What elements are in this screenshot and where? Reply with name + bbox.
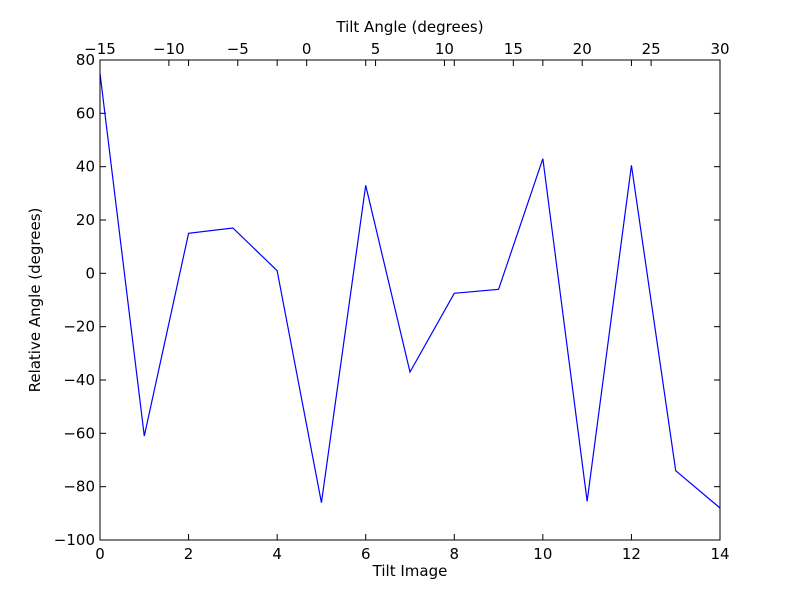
y-tick-label: 60 <box>76 104 95 122</box>
x-tick-label: 6 <box>361 545 371 563</box>
x-tick-label: 2 <box>184 545 194 563</box>
top-x-tick-label: −15 <box>84 40 116 58</box>
x-tick-label: 12 <box>622 545 641 563</box>
y-tick-label: 20 <box>76 211 95 229</box>
top-x-tick-label: 10 <box>435 40 454 58</box>
x-tick-label: 10 <box>533 545 552 563</box>
top-x-tick-label: −10 <box>153 40 185 58</box>
y-axis-title: Relative Angle (degrees) <box>26 208 44 393</box>
x-tick-label: 4 <box>272 545 282 563</box>
y-tick-label: −100 <box>54 531 95 549</box>
top-x-tick-label: −5 <box>227 40 249 58</box>
ticks-layer: 0 2 4 6 8 10 12 14 −15 −10 −5 0 5 10 15 20 25 30 −100 −80 −6… <box>54 40 730 563</box>
top-x-tick-label: 30 <box>710 40 729 58</box>
series-line-0 <box>99 73 721 509</box>
x-axis-title: Tilt Image <box>372 562 448 580</box>
top-axis-title: Tilt Angle (degrees) <box>335 18 483 36</box>
plot-frame <box>99 59 721 541</box>
y-tick-label: −20 <box>63 318 95 336</box>
top-x-tick-label: 15 <box>504 40 523 58</box>
y-tick-label: −80 <box>63 478 95 496</box>
y-tick-label: 0 <box>85 264 95 282</box>
x-tick-label: 0 <box>95 545 105 563</box>
y-tick-label: −60 <box>63 424 95 442</box>
y-tick-label: −40 <box>63 371 95 389</box>
y-tick-label: 40 <box>76 158 95 176</box>
top-x-tick-label: 20 <box>573 40 592 58</box>
y-tick-label: 80 <box>76 51 95 69</box>
series-layer <box>99 73 721 509</box>
top-x-tick-label: 5 <box>371 40 381 58</box>
top-x-tick-label: 25 <box>642 40 661 58</box>
x-tick-label: 8 <box>450 545 460 563</box>
top-x-tick-label: 0 <box>302 40 312 58</box>
x-tick-label: 14 <box>710 545 729 563</box>
